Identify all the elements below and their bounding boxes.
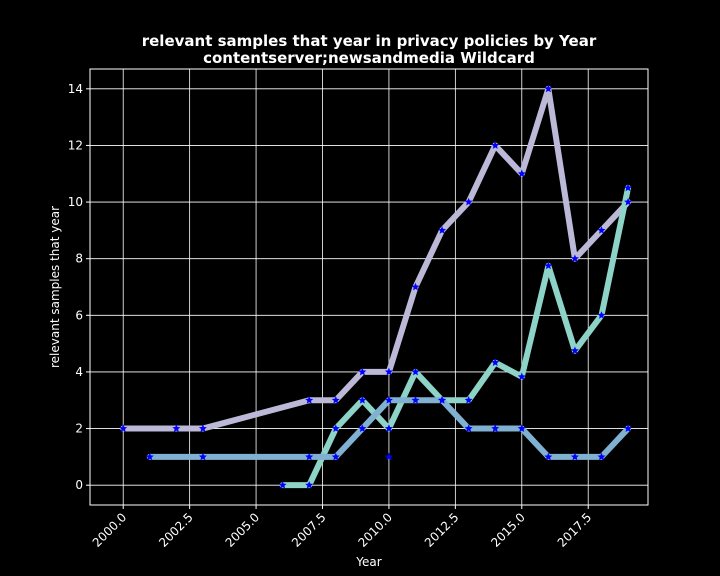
data-point: [438, 396, 447, 404]
data-point: [331, 396, 340, 404]
data-point: [145, 452, 154, 461]
data-point: [198, 452, 207, 461]
plot-frame: [89, 68, 649, 506]
y-tick-label: 6: [75, 308, 83, 322]
y-tick-label: 0: [75, 478, 83, 492]
data-point: [544, 452, 553, 461]
y-tick-label: 2: [75, 422, 83, 436]
grid: [90, 69, 648, 505]
data-point: [384, 424, 393, 432]
chart-subtitle: contentserver;newsandmedia Wildcard: [203, 49, 535, 67]
data-point: [597, 311, 606, 319]
y-tick-label: 10: [68, 195, 83, 209]
data-point: [597, 452, 606, 461]
data-point: [172, 424, 181, 432]
data-point: [384, 396, 393, 404]
y-tick-label: 8: [75, 252, 83, 266]
data-point: [411, 367, 420, 376]
data-point: [358, 396, 367, 404]
series-line-1: [120, 85, 632, 432]
x-axis-label: Year: [355, 555, 381, 569]
data-point: [544, 84, 553, 93]
data-point: [491, 358, 500, 366]
y-tick-label: 14: [68, 82, 83, 96]
data-point: [624, 197, 633, 206]
data-point: [570, 452, 579, 461]
data-point: [119, 424, 128, 432]
data-point: [544, 261, 553, 270]
marker-layer: [119, 84, 633, 489]
data-point: [517, 169, 526, 178]
data-point: [464, 197, 473, 206]
data-point: [198, 424, 207, 432]
data-point: [305, 480, 314, 489]
y-tick-label: 4: [75, 365, 83, 379]
data-point: [464, 396, 473, 404]
y-tick-label: 12: [68, 138, 83, 152]
data-point: [597, 226, 606, 234]
data-point: [464, 424, 473, 432]
data-point: [331, 424, 340, 432]
data-point: [331, 452, 340, 461]
data-point: [305, 396, 314, 404]
data-point: [517, 372, 526, 381]
data-point: [305, 452, 314, 461]
data-point: [570, 254, 579, 263]
chart-title: relevant samples that year in privacy po…: [142, 32, 597, 50]
data-point: [570, 346, 579, 355]
data-point: [517, 424, 526, 432]
data-point: [411, 282, 420, 291]
data-point: [624, 183, 633, 192]
data-point: [491, 424, 500, 432]
y-axis-label: relevant samples that year: [48, 206, 62, 368]
data-point: [491, 141, 500, 149]
data-point: [624, 424, 633, 432]
data-point: [411, 396, 420, 404]
data-point: [278, 480, 287, 489]
data-point: [358, 367, 367, 376]
data-point: [438, 226, 447, 234]
data-point: [384, 367, 393, 376]
data-point: [358, 424, 367, 432]
series-line-2: [279, 184, 632, 489]
data-point: [384, 452, 393, 461]
